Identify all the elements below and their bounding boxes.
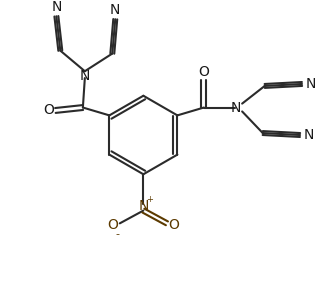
Text: O: O [43, 103, 54, 118]
Text: -: - [116, 229, 120, 239]
Text: O: O [199, 65, 209, 79]
Text: N: N [306, 77, 316, 91]
Text: N: N [231, 101, 242, 115]
Text: +: + [146, 195, 153, 204]
Text: N: N [51, 0, 62, 14]
Text: O: O [168, 218, 179, 232]
Text: N: N [80, 69, 90, 83]
Text: O: O [108, 218, 118, 232]
Text: N: N [138, 199, 149, 213]
Text: N: N [110, 3, 120, 17]
Text: N: N [304, 128, 314, 142]
